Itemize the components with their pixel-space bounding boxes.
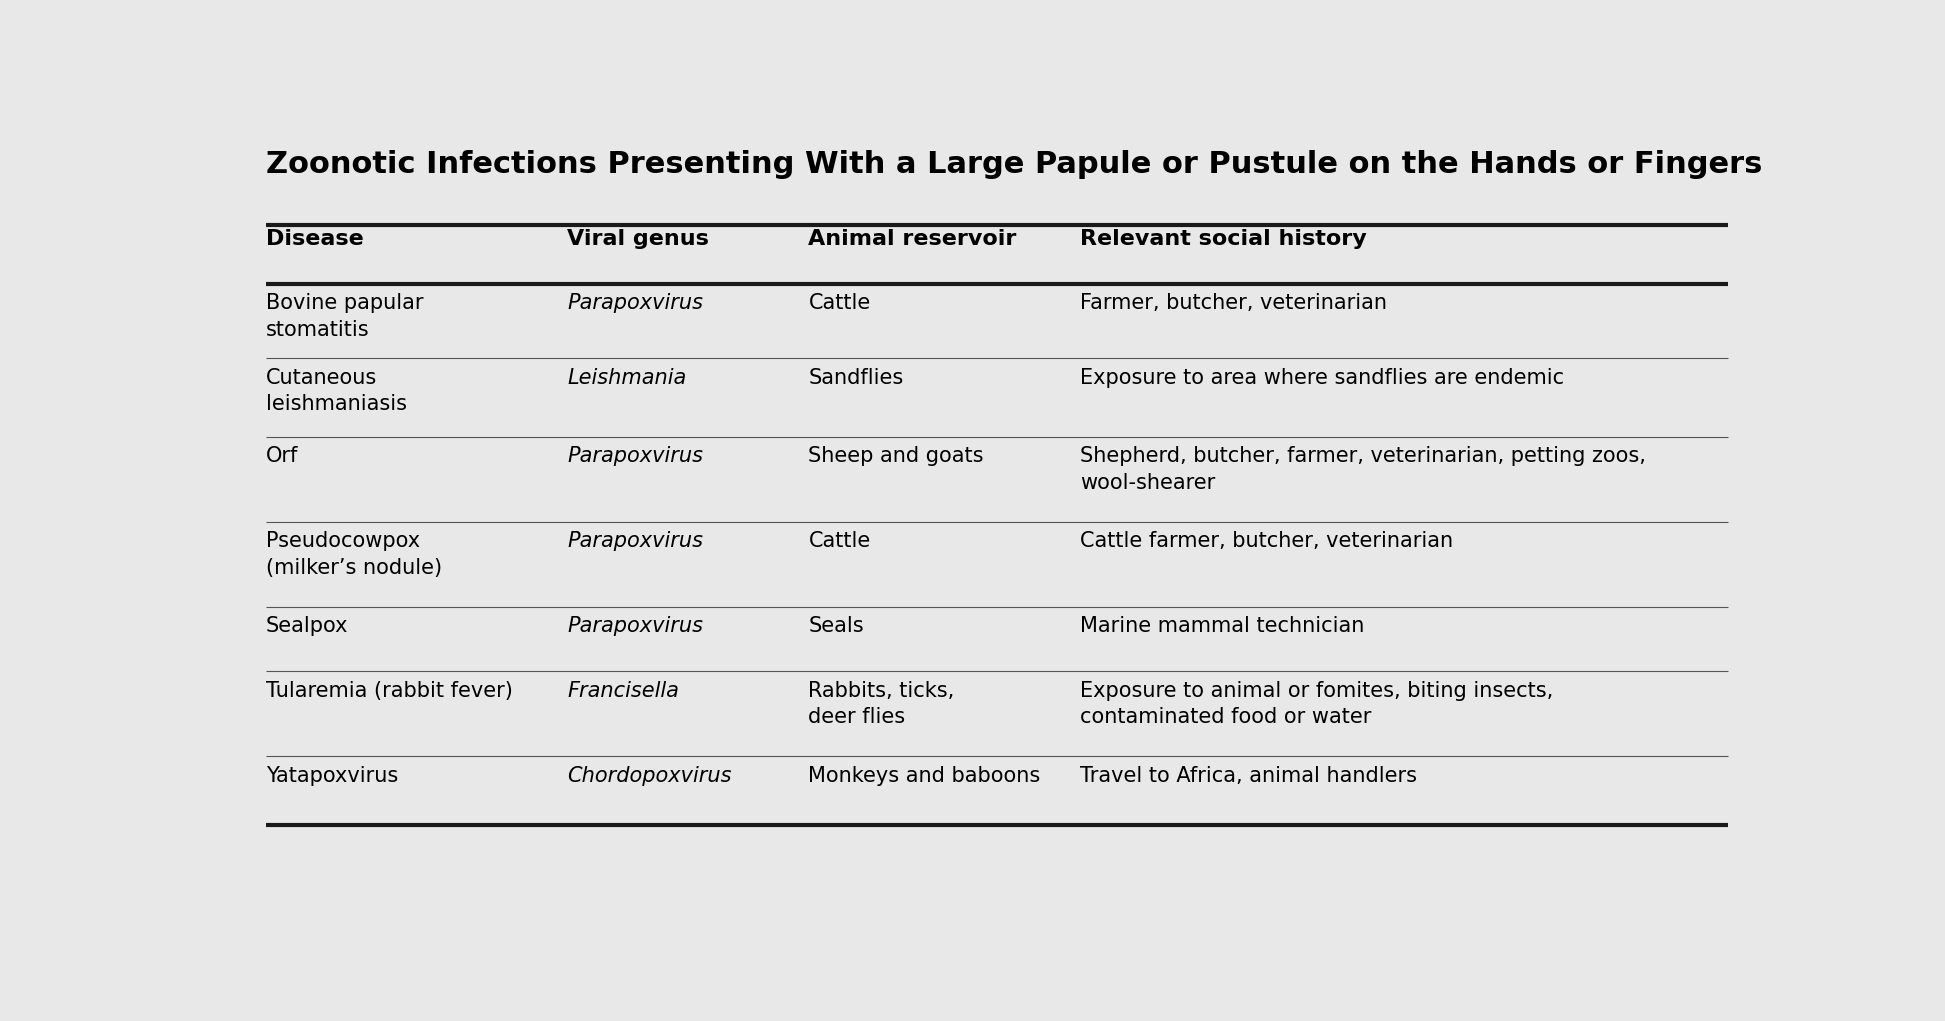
Text: Disease: Disease bbox=[266, 230, 364, 249]
Text: Yatapoxvirus: Yatapoxvirus bbox=[266, 766, 399, 785]
Text: Zoonotic Infections Presenting With a Large Papule or Pustule on the Hands or Fi: Zoonotic Infections Presenting With a La… bbox=[266, 150, 1762, 179]
Text: Exposure to area where sandflies are endemic: Exposure to area where sandflies are end… bbox=[1079, 368, 1564, 388]
Text: Pseudocowpox
(milker’s nodule): Pseudocowpox (milker’s nodule) bbox=[266, 531, 442, 578]
Text: Sealpox: Sealpox bbox=[266, 617, 348, 636]
Text: Rabbits, ticks,
deer flies: Rabbits, ticks, deer flies bbox=[809, 681, 955, 727]
Text: Parapoxvirus: Parapoxvirus bbox=[568, 531, 704, 551]
Text: Shepherd, butcher, farmer, veterinarian, petting zoos,
wool-shearer: Shepherd, butcher, farmer, veterinarian,… bbox=[1079, 446, 1645, 493]
Text: Parapoxvirus: Parapoxvirus bbox=[568, 617, 704, 636]
Text: Farmer, butcher, veterinarian: Farmer, butcher, veterinarian bbox=[1079, 293, 1387, 313]
Text: Exposure to animal or fomites, biting insects,
contaminated food or water: Exposure to animal or fomites, biting in… bbox=[1079, 681, 1552, 727]
Text: Cattle farmer, butcher, veterinarian: Cattle farmer, butcher, veterinarian bbox=[1079, 531, 1453, 551]
Text: Sheep and goats: Sheep and goats bbox=[809, 446, 984, 467]
Text: Chordopoxvirus: Chordopoxvirus bbox=[568, 766, 731, 785]
Text: Francisella: Francisella bbox=[568, 681, 679, 700]
Text: Parapoxvirus: Parapoxvirus bbox=[568, 446, 704, 467]
Text: Viral genus: Viral genus bbox=[568, 230, 710, 249]
Text: Animal reservoir: Animal reservoir bbox=[809, 230, 1017, 249]
Text: Orf: Orf bbox=[266, 446, 298, 467]
Text: Travel to Africa, animal handlers: Travel to Africa, animal handlers bbox=[1079, 766, 1416, 785]
Text: Marine mammal technician: Marine mammal technician bbox=[1079, 617, 1363, 636]
Text: Cutaneous
leishmaniasis: Cutaneous leishmaniasis bbox=[266, 368, 407, 415]
Text: Cattle: Cattle bbox=[809, 293, 871, 313]
Text: Tularemia (rabbit fever): Tularemia (rabbit fever) bbox=[266, 681, 513, 700]
Text: Parapoxvirus: Parapoxvirus bbox=[568, 293, 704, 313]
Text: Relevant social history: Relevant social history bbox=[1079, 230, 1367, 249]
Text: Sandflies: Sandflies bbox=[809, 368, 904, 388]
Text: Leishmania: Leishmania bbox=[568, 368, 687, 388]
Text: Bovine papular
stomatitis: Bovine papular stomatitis bbox=[266, 293, 424, 340]
Text: Cattle: Cattle bbox=[809, 531, 871, 551]
Text: Seals: Seals bbox=[809, 617, 864, 636]
Text: Monkeys and baboons: Monkeys and baboons bbox=[809, 766, 1041, 785]
